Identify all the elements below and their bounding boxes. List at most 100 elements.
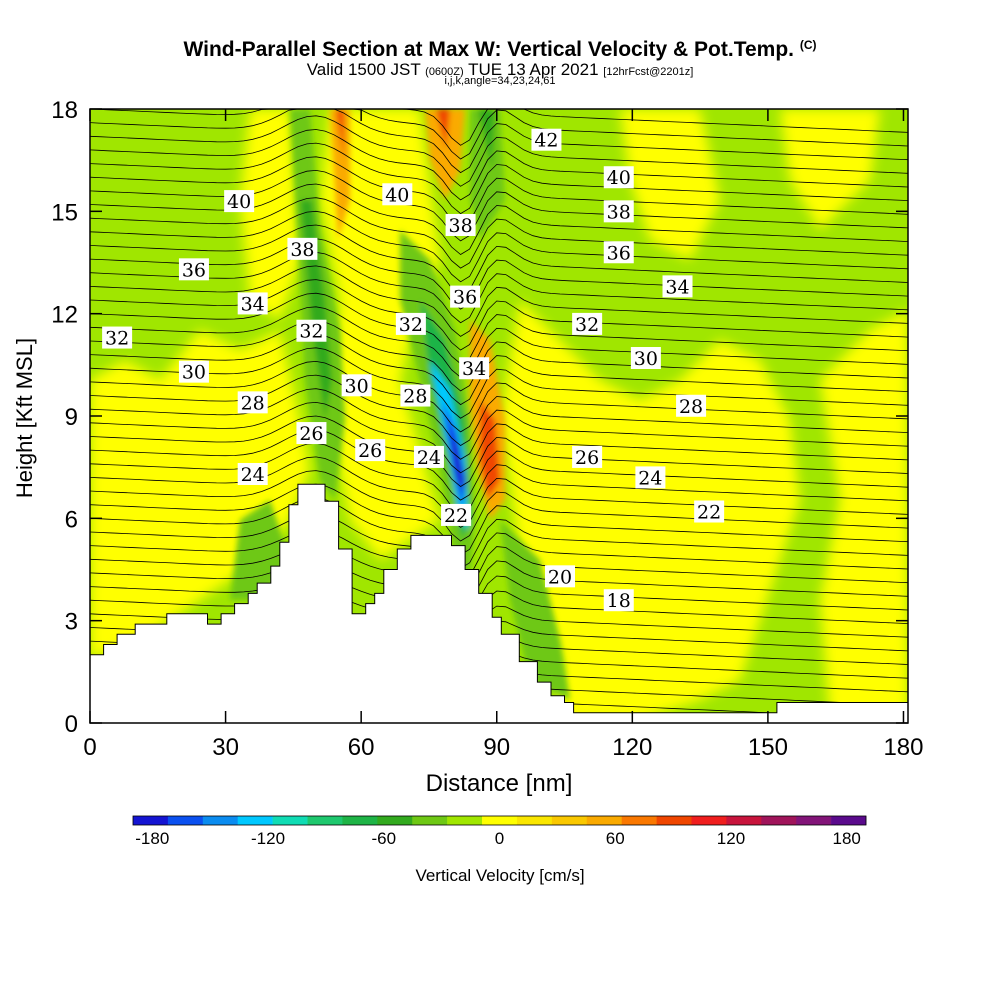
- contour-label-box: [694, 500, 725, 523]
- contour-label-box: [531, 128, 562, 151]
- isentrope-line: [90, 591, 908, 642]
- contour-label: 40: [382, 183, 413, 206]
- contour-label-box: [178, 258, 209, 281]
- colorbar-swatch: [691, 816, 727, 825]
- contour-label: 30: [630, 347, 661, 370]
- red-plume-left: [336, 109, 344, 160]
- contour-label: 24: [237, 462, 268, 486]
- yellow-region-left: [90, 330, 310, 720]
- contour-label: 30: [178, 360, 209, 384]
- contour-label-box: [603, 166, 634, 189]
- isentrope-line: [90, 279, 908, 351]
- x-tick-label: 0: [83, 734, 96, 761]
- contour-label-text: 18: [607, 590, 631, 612]
- colorbar-swatch: [551, 816, 588, 825]
- contour-label-text: 34: [241, 293, 265, 315]
- y-tick-label: 0: [65, 711, 78, 738]
- contour-label: 18: [603, 589, 634, 612]
- isentrope-line: [90, 456, 908, 528]
- colorbar-swatch: [237, 816, 273, 825]
- contour-label-box: [395, 312, 426, 335]
- contour-label-text: 24: [638, 467, 662, 489]
- colorbar-tick-label: 120: [717, 829, 745, 848]
- contour-label-box: [382, 183, 413, 206]
- contour-label: 32: [296, 319, 327, 343]
- colorbar-swatch: [272, 816, 308, 825]
- isentrope-line: [90, 109, 908, 146]
- contour-label-box: [237, 391, 268, 414]
- contour-label-text: 36: [453, 287, 477, 309]
- contour-label-box: [450, 285, 481, 308]
- contour-label-box: [662, 275, 693, 298]
- contour-label: 32: [102, 326, 133, 350]
- x-tick-label: 150: [748, 734, 788, 761]
- isentrope-line: [90, 528, 908, 597]
- contour-label: 28: [676, 394, 707, 418]
- colorbar-swatch: [586, 816, 622, 825]
- descent-core-darkblue: [450, 430, 463, 490]
- contour-label-box: [676, 394, 707, 417]
- contour-label-box: [355, 439, 386, 462]
- colorbar-swatch: [167, 816, 204, 825]
- subtitle-date: TUE 13 Apr 2021: [468, 60, 599, 79]
- contour-label: 26: [296, 422, 327, 445]
- contour-label-text: 28: [241, 392, 265, 414]
- isentrope-line: [90, 544, 908, 609]
- colorbar-swatch: [516, 816, 553, 825]
- x-axis-label: Distance [nm]: [426, 770, 573, 797]
- colorbar-tick-label: 60: [606, 829, 625, 848]
- contour-label-text: 38: [290, 239, 314, 261]
- contour-label-text: 40: [227, 191, 251, 213]
- isentrope-line: [90, 513, 908, 583]
- yellow-region-center: [320, 109, 440, 560]
- contour-label-box: [445, 213, 476, 236]
- x-axis-ticks: 0 30 60 90 120 150 180: [83, 109, 924, 761]
- contour-label-box: [237, 462, 268, 485]
- isentrope-line: [90, 575, 908, 631]
- green-band-right: [500, 520, 570, 700]
- yellow-region-upper-right: [620, 109, 720, 260]
- contour-label: 40: [603, 166, 634, 189]
- chart-subtitle: Valid 1500 JST (0600Z) TUE 13 Apr 2021 […: [0, 60, 1000, 80]
- contour-label-box: [224, 190, 255, 213]
- contour-label-text: 32: [105, 328, 129, 350]
- contour-label: 34: [662, 275, 693, 298]
- contour-label-text: 24: [417, 447, 441, 469]
- chart-indices: i,j,k,angle=34,23,24,61: [444, 75, 556, 87]
- orange-plume-left: [330, 109, 350, 240]
- contour-label-box: [341, 374, 372, 397]
- y-axis-label: Height [Kft MSL]: [12, 338, 37, 498]
- chart-title-main: Wind-Parallel Section at Max W: Vertical…: [183, 38, 794, 61]
- contour-label-text: 22: [444, 505, 468, 527]
- contour-label-text: 20: [548, 566, 572, 588]
- isentrope-line: [90, 442, 908, 515]
- isentrope-line: [90, 129, 908, 201]
- contour-label-text: 36: [607, 242, 631, 264]
- contour-label-box: [545, 565, 576, 588]
- colorbar-swatch: [726, 816, 762, 825]
- isentrope-line: [90, 415, 908, 487]
- colorbar-swatch: [621, 816, 657, 825]
- contour-label-box: [603, 200, 634, 223]
- contour-label-text: 22: [697, 502, 721, 524]
- isentrope-line: [90, 115, 908, 187]
- colorbar-swatch: [482, 816, 518, 825]
- contour-label-text: 28: [403, 386, 427, 408]
- contour-label-box: [296, 422, 327, 445]
- isentrope-line: [90, 292, 908, 365]
- contour-label-text: 40: [607, 167, 631, 189]
- isentrope-line: [90, 320, 908, 392]
- isentrope-line: [90, 560, 908, 620]
- colorbar-label: Vertical Velocity [cm/s]: [415, 866, 584, 885]
- isentrope-line: [90, 265, 908, 337]
- colorbar-tick-label: -180: [135, 829, 169, 848]
- isentrope-line: [90, 374, 908, 446]
- contour-label: 28: [237, 391, 268, 414]
- contour-label: 40: [224, 190, 255, 213]
- contour-label-box: [400, 384, 431, 407]
- contour-label-box: [572, 445, 603, 468]
- contour-label-text: 30: [345, 375, 369, 397]
- isentrope-line: [90, 429, 908, 501]
- y-tick-label: 3: [65, 609, 78, 636]
- contour-label-text: 38: [448, 215, 472, 237]
